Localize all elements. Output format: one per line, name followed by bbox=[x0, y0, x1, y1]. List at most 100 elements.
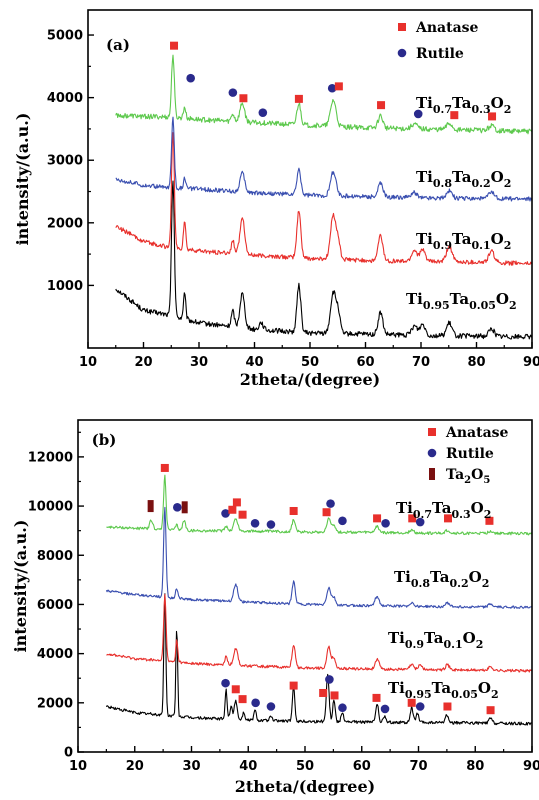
series-label-part: Ti bbox=[388, 679, 405, 697]
series-line-0 bbox=[115, 180, 532, 340]
x-tick-label: 10 bbox=[69, 759, 87, 774]
series-label-part: Ta bbox=[452, 230, 472, 248]
legend-marker-anatase bbox=[398, 23, 406, 31]
anatase-marker bbox=[289, 506, 298, 515]
rutile-marker bbox=[266, 520, 276, 529]
ta2o5-marker bbox=[181, 501, 188, 514]
series-label: Ti0.95Ta0.05O2 bbox=[388, 679, 499, 701]
x-axis-label: 2theta/(degree) bbox=[235, 777, 375, 796]
anatase-marker bbox=[232, 498, 241, 507]
anatase-marker bbox=[294, 94, 303, 103]
series-label-sub: 0.3 bbox=[451, 508, 470, 521]
y-axis-label: intensity/(a.u.) bbox=[13, 113, 32, 246]
x-tick-label: 20 bbox=[126, 759, 144, 774]
rutile-marker bbox=[381, 518, 390, 528]
anatase-marker bbox=[322, 508, 331, 517]
anatase-marker bbox=[228, 505, 237, 514]
series-label-part: Ta bbox=[452, 168, 472, 186]
series-label: Ti0.95Ta0.05O2 bbox=[406, 290, 517, 312]
legend-marker-anatase bbox=[428, 428, 436, 436]
anatase-marker bbox=[377, 101, 386, 110]
legend-marker-rutile bbox=[397, 48, 407, 58]
series-label-part: Ti bbox=[388, 629, 405, 647]
series-label-sub: 0.95 bbox=[423, 299, 450, 312]
y-tick-label: 4000 bbox=[47, 91, 83, 106]
x-tick-label: 50 bbox=[296, 759, 314, 774]
anatase-marker bbox=[485, 516, 494, 525]
series-label-part: O bbox=[491, 94, 504, 112]
anatase-marker bbox=[488, 112, 497, 121]
panel-label: (b) bbox=[92, 431, 117, 449]
series-label-part: Ti bbox=[416, 94, 433, 112]
series-label-sub: 2 bbox=[484, 508, 492, 521]
series-group bbox=[105, 474, 532, 726]
series-label-sub: 0.05 bbox=[451, 688, 478, 701]
series-label-sub: 0.2 bbox=[471, 177, 490, 190]
x-tick-label: 30 bbox=[190, 355, 208, 370]
x-tick-label: 10 bbox=[79, 355, 97, 370]
anatase-marker bbox=[239, 94, 248, 103]
series-label-part: Ta bbox=[432, 679, 452, 697]
anatase-marker bbox=[407, 698, 416, 707]
rutile-marker bbox=[186, 73, 195, 83]
rutile-marker bbox=[413, 109, 423, 119]
x-tick-label: 30 bbox=[182, 759, 200, 774]
series-label-sub: 0.2 bbox=[449, 577, 468, 590]
series-line-3 bbox=[115, 54, 532, 135]
x-tick-label: 90 bbox=[523, 355, 539, 370]
rutile-marker bbox=[250, 518, 260, 528]
legend-label: Anatase bbox=[445, 425, 509, 441]
anatase-marker bbox=[330, 691, 339, 700]
chart-panel-b: 10 20 30 40 50 60 70 80 90 0 2000 4000 6000 8000 10000… bbox=[11, 419, 539, 796]
series-label-part: O bbox=[496, 290, 509, 308]
legend-label-sub: 5 bbox=[483, 475, 490, 486]
series-label-part: Ti bbox=[396, 499, 413, 517]
series-label-part: O bbox=[471, 499, 484, 517]
anatase-marker bbox=[289, 681, 298, 690]
y-tick-label: 0 bbox=[64, 746, 73, 761]
series-label: Ti0.8Ta0.2O2 bbox=[394, 568, 489, 590]
rutile-marker bbox=[380, 704, 390, 714]
series-label-part: Ta bbox=[452, 94, 472, 112]
anatase-marker bbox=[373, 514, 382, 523]
series-label: Ti0.7Ta0.3O2 bbox=[396, 499, 491, 521]
series-label: Ti0.7Ta0.3O2 bbox=[416, 94, 511, 116]
series-line-1 bbox=[115, 132, 532, 266]
legend-label-part: O bbox=[471, 467, 483, 483]
series-label-sub: 0.95 bbox=[405, 688, 432, 701]
series-label-part: O bbox=[491, 168, 504, 186]
x-tick-label: 40 bbox=[239, 759, 257, 774]
series-label-part: Ti bbox=[416, 230, 433, 248]
ta2o5-marker bbox=[147, 500, 154, 513]
x-tick-label: 80 bbox=[466, 759, 484, 774]
series-label-part: O bbox=[469, 568, 482, 586]
series-label-part: Ta bbox=[430, 568, 450, 586]
series-label-sub: 0.3 bbox=[471, 103, 490, 116]
series-label: Ti0.9Ta0.1O2 bbox=[388, 629, 483, 651]
series-line-1 bbox=[106, 593, 532, 673]
rutile-marker bbox=[251, 698, 260, 708]
series-label: Ti0.9Ta0.1O2 bbox=[416, 230, 511, 252]
series-label-part: Ti bbox=[416, 168, 433, 186]
x-tick-label: 60 bbox=[353, 759, 371, 774]
legend-label: Rutile bbox=[416, 46, 464, 62]
y-tick-label: 6000 bbox=[37, 598, 73, 613]
anatase-marker bbox=[334, 82, 343, 91]
anatase-marker bbox=[486, 706, 495, 715]
anatase-marker bbox=[238, 695, 247, 704]
panel-label: (a) bbox=[106, 36, 130, 54]
series-label-part: Ta bbox=[450, 290, 470, 308]
series-line-2 bbox=[115, 116, 532, 202]
rutile-marker bbox=[338, 703, 347, 713]
series-line-2 bbox=[105, 506, 532, 609]
series-line-0 bbox=[105, 593, 532, 726]
series-label-sub: 0.9 bbox=[433, 239, 452, 252]
series-label-sub: 0.05 bbox=[469, 299, 496, 312]
rutile-marker bbox=[338, 516, 347, 526]
legend-label-sub: 2 bbox=[464, 475, 471, 486]
anatase-marker bbox=[443, 702, 452, 711]
anatase-marker bbox=[450, 111, 459, 120]
y-tick-label: 3000 bbox=[47, 154, 83, 169]
rutile-marker bbox=[325, 675, 334, 684]
anatase-marker bbox=[444, 514, 453, 523]
